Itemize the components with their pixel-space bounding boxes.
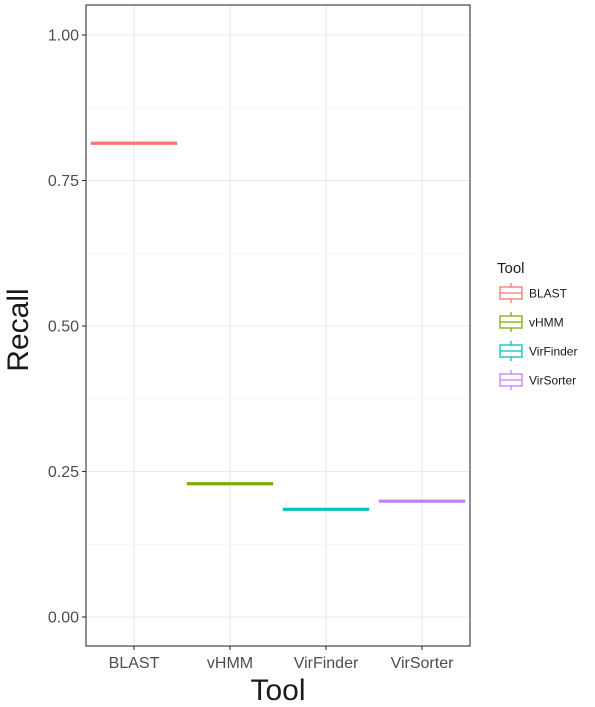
legend-key-vhmm (499, 312, 523, 332)
legend-key-blast (499, 283, 523, 303)
legend-key-virsorter (499, 370, 523, 390)
legend-key-virfinder (499, 341, 523, 361)
y-tick-label: 0.75 (48, 173, 79, 190)
y-tick-label: 1.00 (48, 28, 79, 45)
x-tick-label: BLAST (109, 655, 160, 672)
x-tick-label: VirSorter (391, 655, 455, 672)
legend-label: BLAST (529, 287, 568, 301)
legend-label: VirSorter (529, 374, 576, 388)
major-gridlines (86, 5, 470, 646)
y-tick-label: 0.00 (48, 610, 79, 627)
legend-label: VirFinder (529, 345, 577, 359)
minor-gridlines (86, 107, 470, 545)
legend-label: vHMM (529, 316, 564, 330)
x-axis-title: Tool (250, 674, 305, 707)
y-tick-label: 0.50 (48, 319, 79, 336)
y-tick-label: 0.25 (48, 464, 79, 481)
legend: Tool BLAST vHMM VirFinder VirSorter (497, 260, 577, 390)
box-marks (90, 141, 466, 511)
x-axis-ticks: BLAST vHMM VirFinder VirSorter (109, 646, 454, 672)
legend-title: Tool (497, 260, 525, 277)
y-axis-ticks: 0.00 0.25 0.50 0.75 1.00 (48, 28, 86, 627)
x-tick-label: VirFinder (294, 655, 359, 672)
x-tick-label: vHMM (207, 655, 253, 672)
y-axis-title: Recall (2, 288, 35, 371)
